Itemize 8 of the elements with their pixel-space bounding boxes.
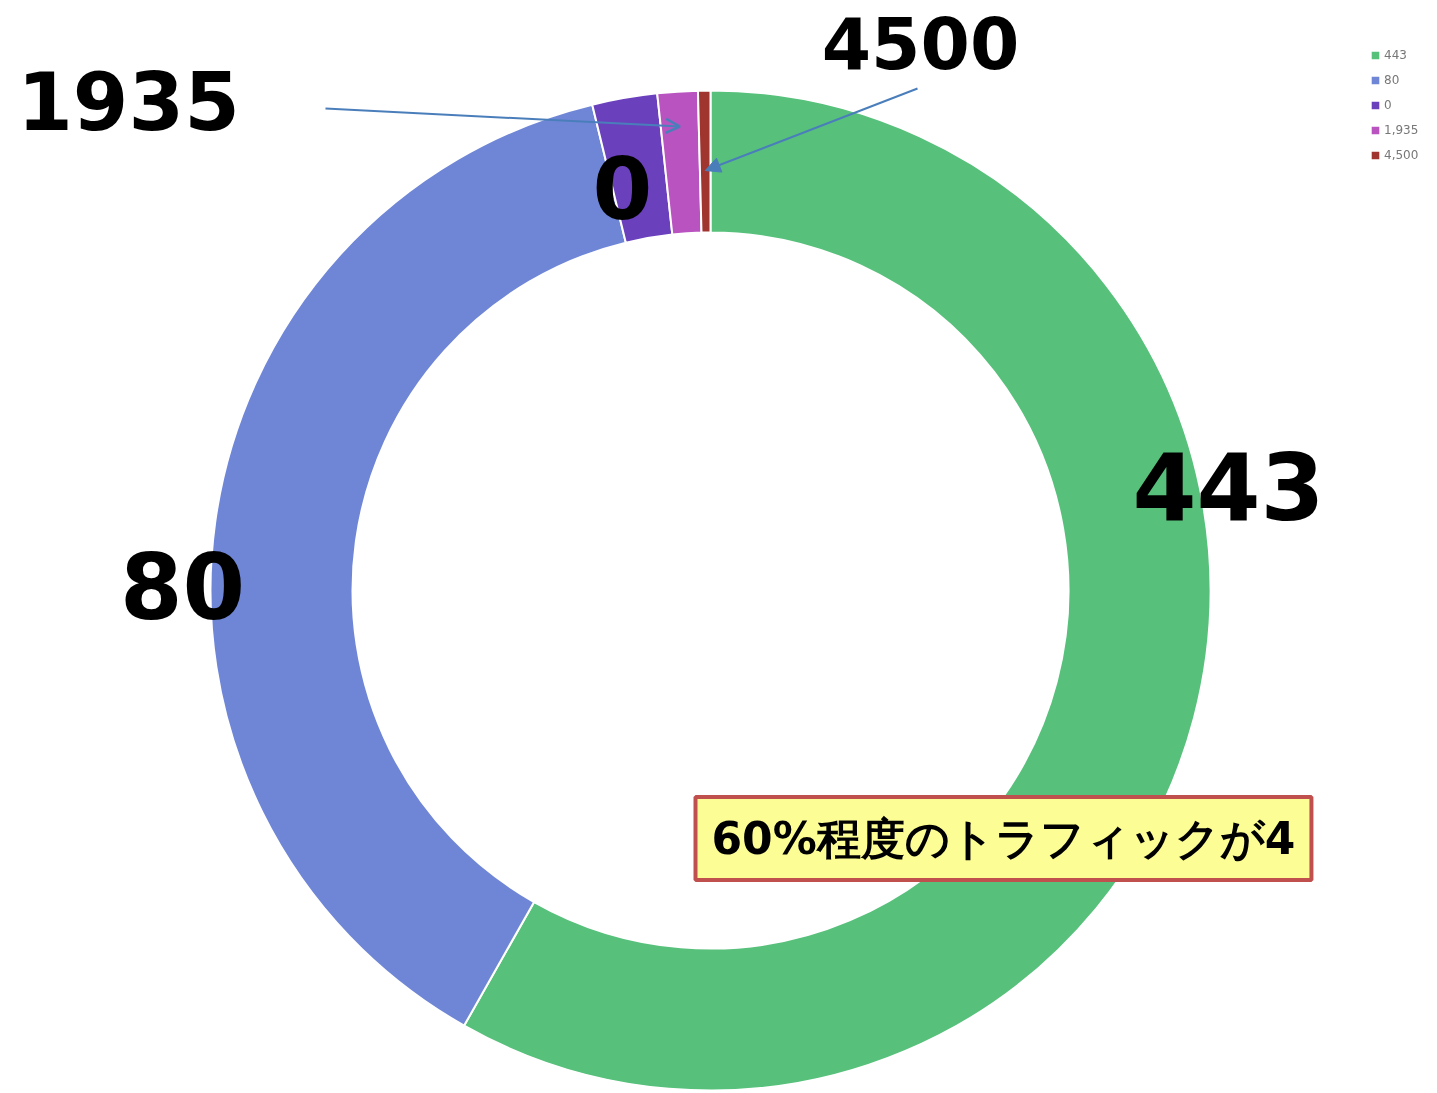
legend-label: 443: [1384, 48, 1407, 62]
legend-label: 0: [1384, 98, 1393, 112]
legend-label: 80: [1384, 73, 1401, 87]
legend-label: 4,500: [1384, 148, 1419, 162]
text: 60%程度のトラフィックが4: [711, 813, 1296, 864]
text: 1935: [17, 56, 240, 149]
text: 4500: [821, 3, 1020, 86]
legend-label: 1,935: [1384, 123, 1419, 137]
